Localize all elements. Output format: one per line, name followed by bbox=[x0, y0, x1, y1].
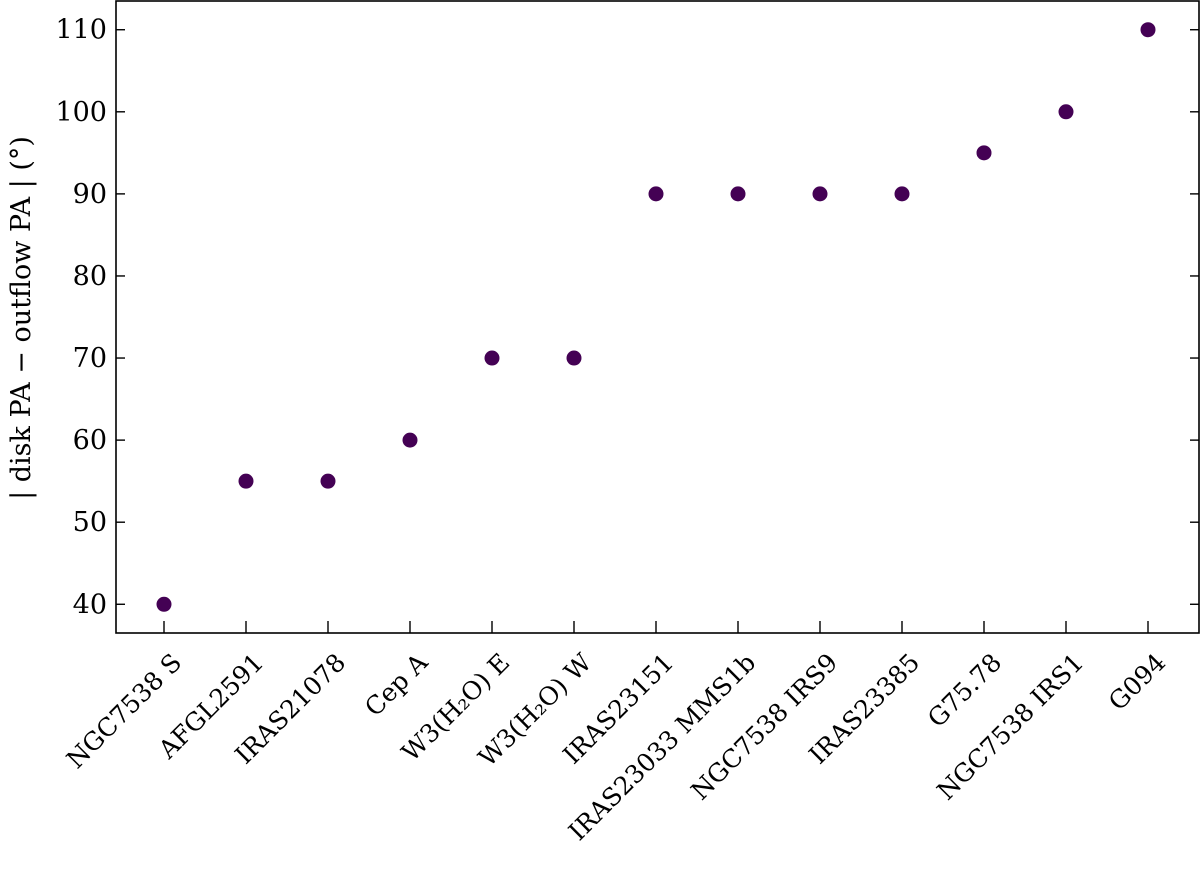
y-tick-label: 40 bbox=[73, 589, 107, 620]
data-point bbox=[320, 473, 336, 489]
x-tick-label: G094 bbox=[1103, 648, 1171, 716]
x-tick-label: NGC7538 IRS9 bbox=[685, 648, 843, 806]
y-tick-label: 100 bbox=[55, 97, 107, 128]
y-axis-label: | disk PA − outflow PA | (°) bbox=[6, 136, 37, 500]
data-point bbox=[976, 145, 992, 161]
y-tick-label: 60 bbox=[73, 425, 107, 456]
data-point bbox=[1140, 22, 1156, 38]
data-points bbox=[156, 22, 1156, 612]
plot-frame bbox=[115, 0, 1200, 634]
x-tick-label: G75.78 bbox=[922, 648, 1007, 733]
data-point bbox=[156, 596, 172, 612]
data-point bbox=[566, 350, 582, 366]
data-point bbox=[648, 186, 664, 202]
data-point bbox=[238, 473, 254, 489]
y-tick-label: 70 bbox=[73, 343, 107, 374]
data-point bbox=[484, 350, 500, 366]
x-tick-label: NGC7538 IRS1 bbox=[931, 648, 1089, 806]
data-point bbox=[894, 186, 910, 202]
y-tick-label: 50 bbox=[73, 507, 107, 538]
data-point bbox=[730, 186, 746, 202]
data-point bbox=[402, 432, 418, 448]
x-tick-label: Cep A bbox=[359, 647, 434, 722]
data-point bbox=[1058, 104, 1074, 120]
y-tick-label: 110 bbox=[55, 15, 107, 46]
y-tick-label: 90 bbox=[73, 179, 107, 210]
data-point bbox=[812, 186, 828, 202]
y-tick-label: 80 bbox=[73, 261, 107, 292]
y-axis-ticks: 40 50 60 70 80 90 100 110 bbox=[55, 15, 1199, 620]
